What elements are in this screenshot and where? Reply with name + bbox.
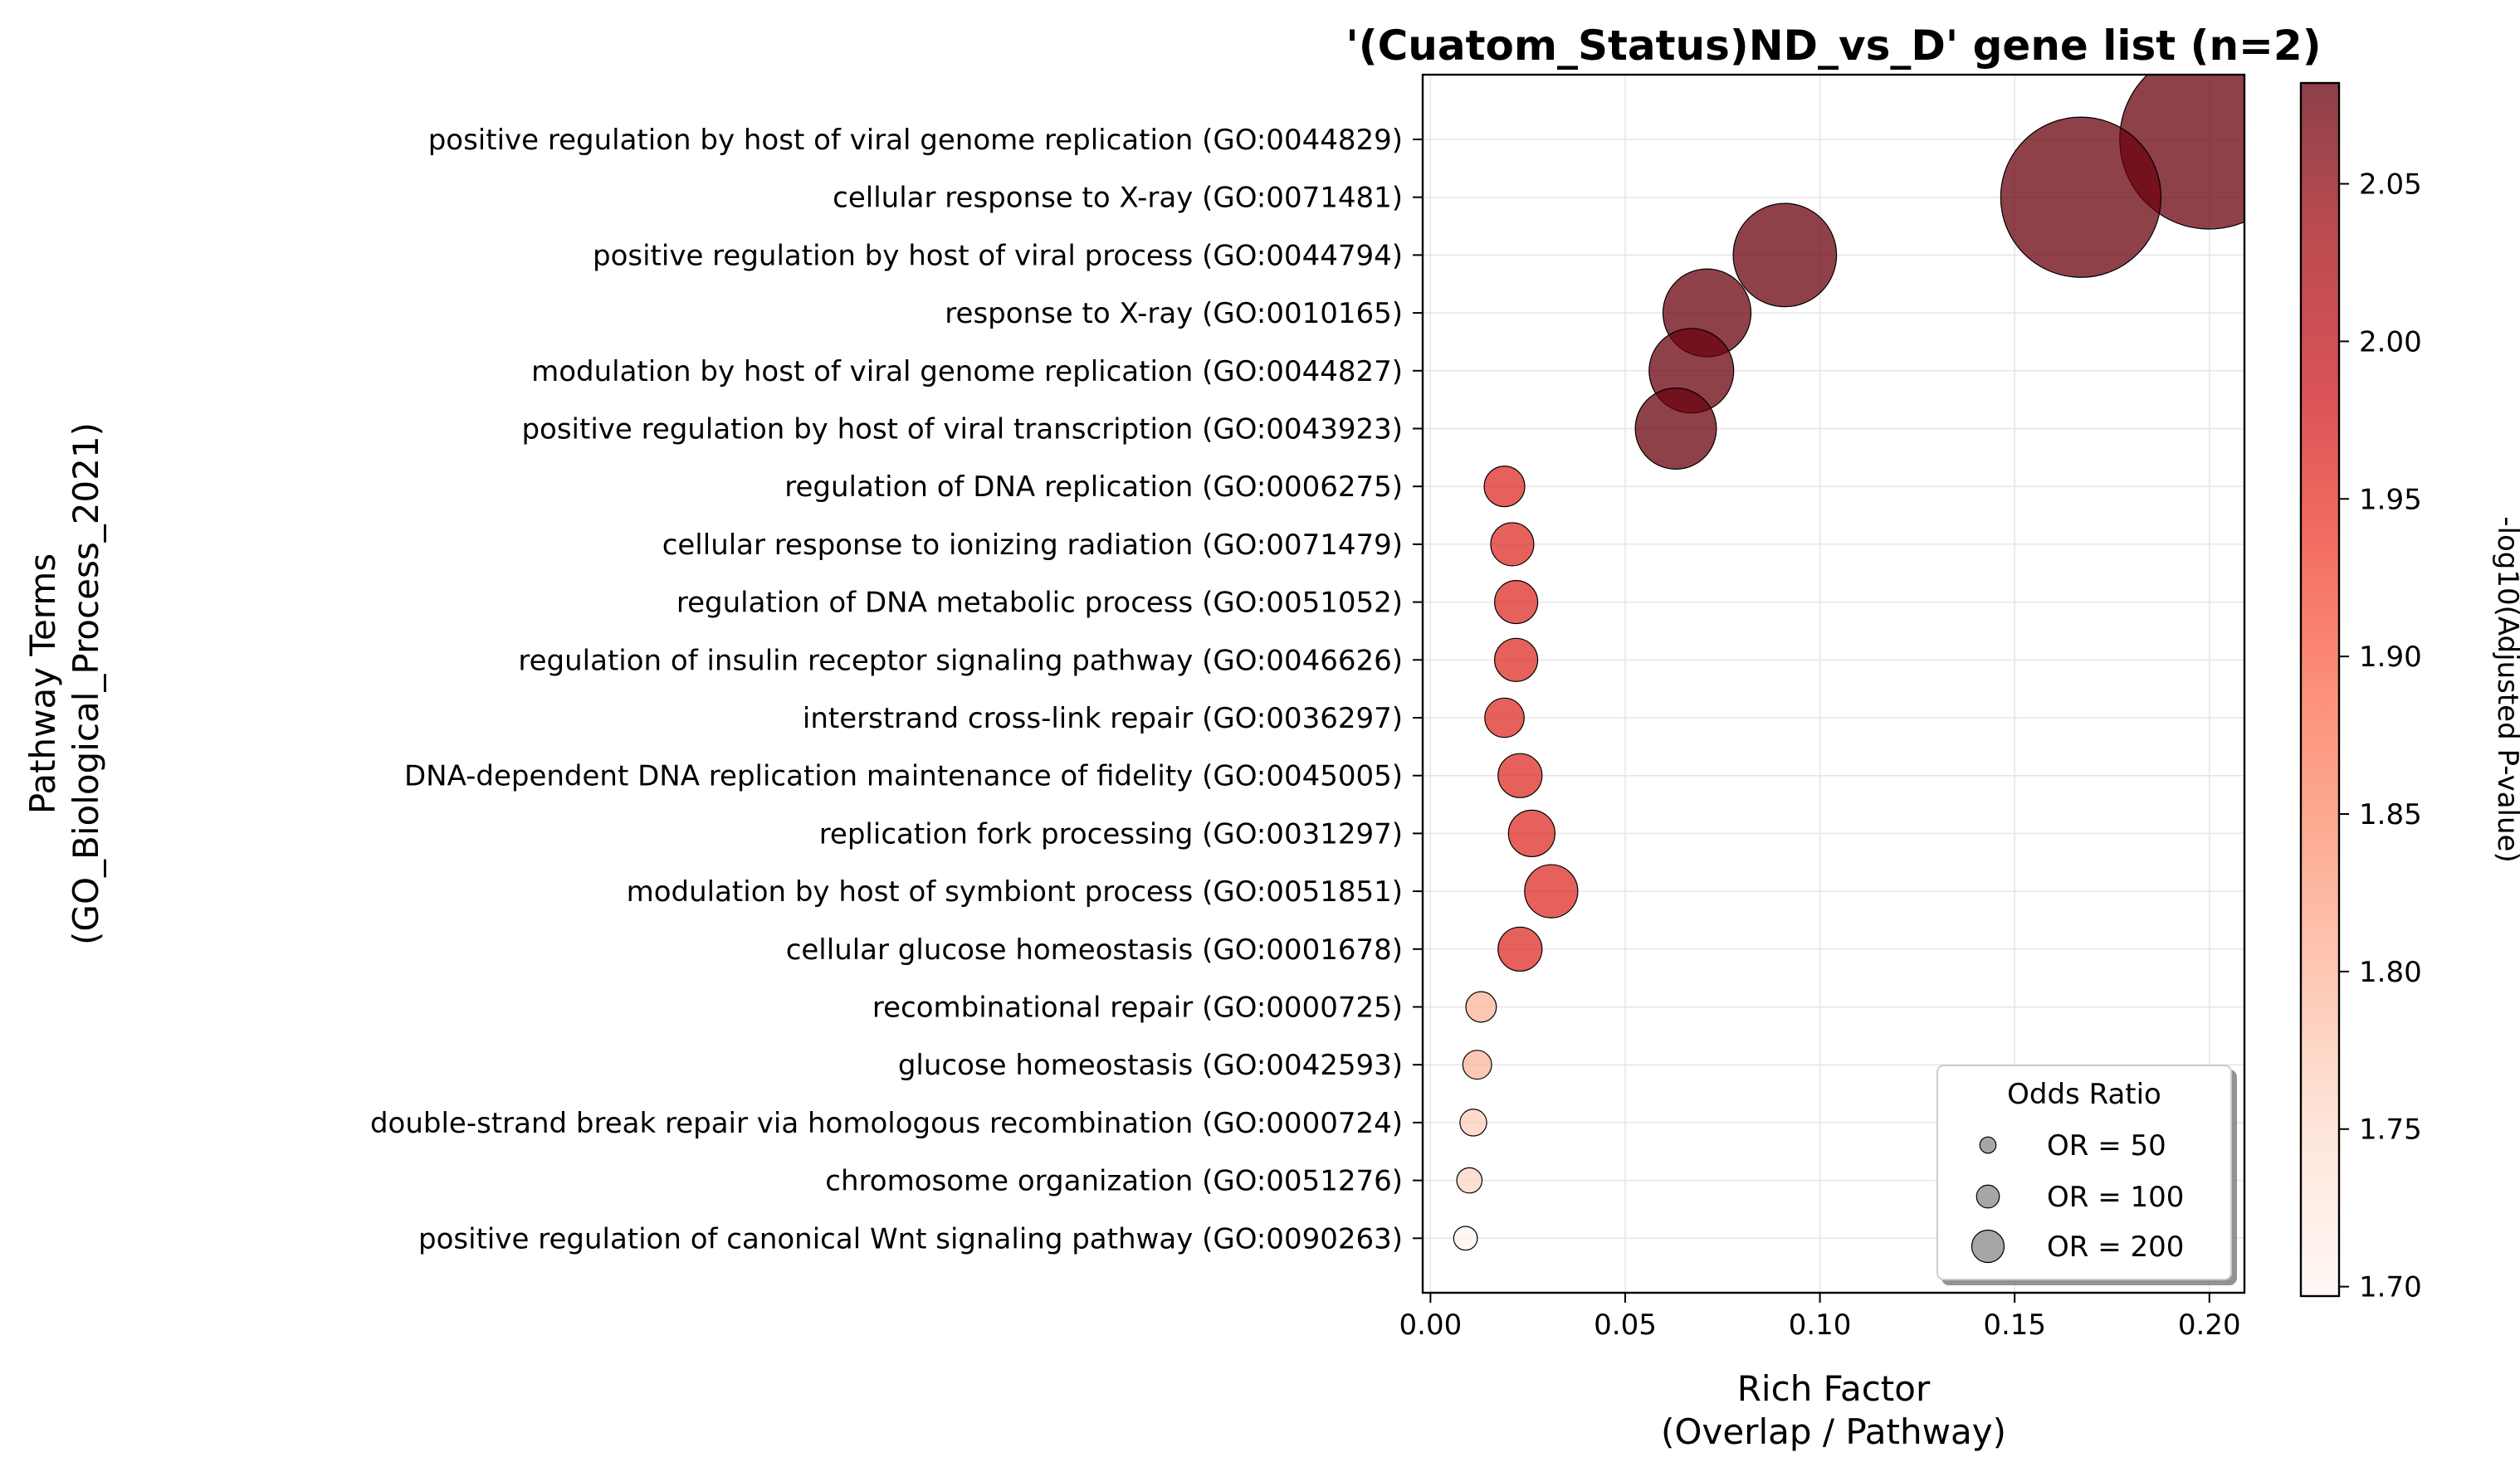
chart-title: '(Cuatom_Status)ND_vs_D' gene list (n=2) — [1345, 22, 2321, 70]
legend-entry-label: OR = 100 — [2047, 1181, 2184, 1214]
colorbar-tick-label: 1.85 — [2359, 798, 2422, 831]
y-axis-label: Pathway Terms — [22, 553, 63, 814]
x-axis-ticks: 0.00 0.05 0.10 0.15 0.20 — [1399, 1293, 2241, 1342]
bubble-point — [1462, 1050, 1492, 1080]
x-tick-label: 0.05 — [1594, 1309, 1657, 1342]
x-axis-label: Rich Factor — [1737, 1368, 1931, 1409]
bubble-point — [1524, 864, 1579, 919]
y-tick-label: modulation by host of viral genome repli… — [531, 355, 1403, 388]
y-tick-label: DNA-dependent DNA replication maintenanc… — [404, 760, 1403, 793]
y-tick-label: interstrand cross-link repair (GO:003629… — [803, 702, 1403, 735]
y-tick-label: regulation of insulin receptor signaling… — [518, 644, 1403, 677]
y-axis-ticks: positive regulation by host of viral gen… — [370, 124, 1423, 1255]
y-tick-label: positive regulation of canonical Wnt sig… — [418, 1222, 1403, 1255]
colorbar: 1.70 1.75 1.80 1.85 1.90 1.95 2.00 2.05 -log10(… — [2299, 81, 2520, 1304]
y-tick-label: recombinational repair (GO:0000725) — [872, 992, 1403, 1025]
bubble-point — [1494, 580, 1539, 625]
colorbar-label: -log10(Adjusted P-value) — [2491, 516, 2520, 862]
y-tick-label: double-strand break repair via homologou… — [370, 1107, 1403, 1140]
bubble-point — [1507, 809, 1556, 858]
legend-marker — [1971, 1229, 2005, 1264]
colorbar-gradient — [2301, 83, 2339, 1296]
y-tick-label: cellular response to ionizing radiation … — [662, 529, 1403, 562]
y-tick-label: regulation of DNA replication (GO:000627… — [784, 470, 1403, 504]
bubble-point — [1465, 991, 1497, 1023]
colorbar-tick-label: 1.75 — [2359, 1114, 2422, 1147]
bubble-point — [1732, 202, 1838, 308]
legend-title: Odds Ratio — [2007, 1078, 2161, 1111]
bubble-point — [1497, 926, 1543, 972]
x-tick-label: 0.15 — [1983, 1309, 2046, 1342]
y-tick-label: positive regulation by host of viral gen… — [428, 124, 1403, 157]
y-tick-label: regulation of DNA metabolic process (GO:… — [676, 587, 1403, 620]
y-axis-sublabel: (GO_Biological_Process_2021) — [66, 422, 106, 945]
bubble-layer — [1453, 75, 2244, 1251]
plot-frame — [1421, 73, 2246, 1294]
bubble-point — [1456, 1167, 1483, 1194]
bubble-point — [1497, 753, 1543, 798]
x-axis-sublabel: (Overlap / Pathway) — [1661, 1411, 2006, 1452]
odds-ratio-legend: Odds Ratio OR = 50 OR = 100 OR = 200 — [1936, 1065, 2232, 1280]
legend-marker — [1979, 1136, 1997, 1154]
colorbar-tick-label: 1.90 — [2359, 641, 2422, 674]
colorbar-tick-label: 2.00 — [2359, 325, 2422, 358]
y-tick-label: positive regulation by host of viral pro… — [593, 239, 1403, 272]
colorbar-tick-label: 2.05 — [2359, 168, 2422, 202]
colorbar-tick-label: 1.95 — [2359, 483, 2422, 516]
legend-entry-label: OR = 200 — [2047, 1231, 2184, 1264]
legend-box — [1936, 1065, 2232, 1280]
x-tick-label: 0.00 — [1399, 1309, 1463, 1342]
y-tick-label: replication fork processing (GO:0031297) — [819, 817, 1403, 851]
bubble-point — [1483, 465, 1526, 508]
x-tick-label: 0.10 — [1789, 1309, 1852, 1342]
bubble-point — [1484, 697, 1525, 738]
y-tick-label: response to X-ray (GO:0010165) — [945, 297, 1403, 330]
bubble-point — [1634, 387, 1717, 470]
bubble-point — [1453, 1226, 1478, 1251]
y-tick-label: cellular glucose homeostasis (GO:0001678… — [786, 933, 1403, 967]
y-tick-label: glucose homeostasis (GO:0042593) — [898, 1049, 1403, 1082]
colorbar-tick-label: 1.80 — [2359, 956, 2422, 989]
y-tick-label: modulation by host of symbiont process (… — [627, 875, 1403, 909]
y-tick-label: cellular response to X-ray (GO:0071481) — [833, 182, 1403, 215]
x-tick-label: 0.20 — [2178, 1309, 2241, 1342]
bubble-point — [2000, 116, 2162, 278]
y-tick-label: chromosome organization (GO:0051276) — [825, 1165, 1403, 1198]
bubble-point — [1459, 1109, 1487, 1137]
colorbar-frame — [2299, 81, 2341, 1298]
bubble-point — [1494, 637, 1539, 682]
legend-marker — [1975, 1184, 2000, 1209]
colorbar-tick-label: 1.70 — [2359, 1271, 2422, 1304]
bubble-point — [1490, 522, 1535, 567]
y-tick-label: positive regulation by host of viral tra… — [521, 413, 1403, 446]
legend-entry-label: OR = 50 — [2047, 1129, 2166, 1162]
